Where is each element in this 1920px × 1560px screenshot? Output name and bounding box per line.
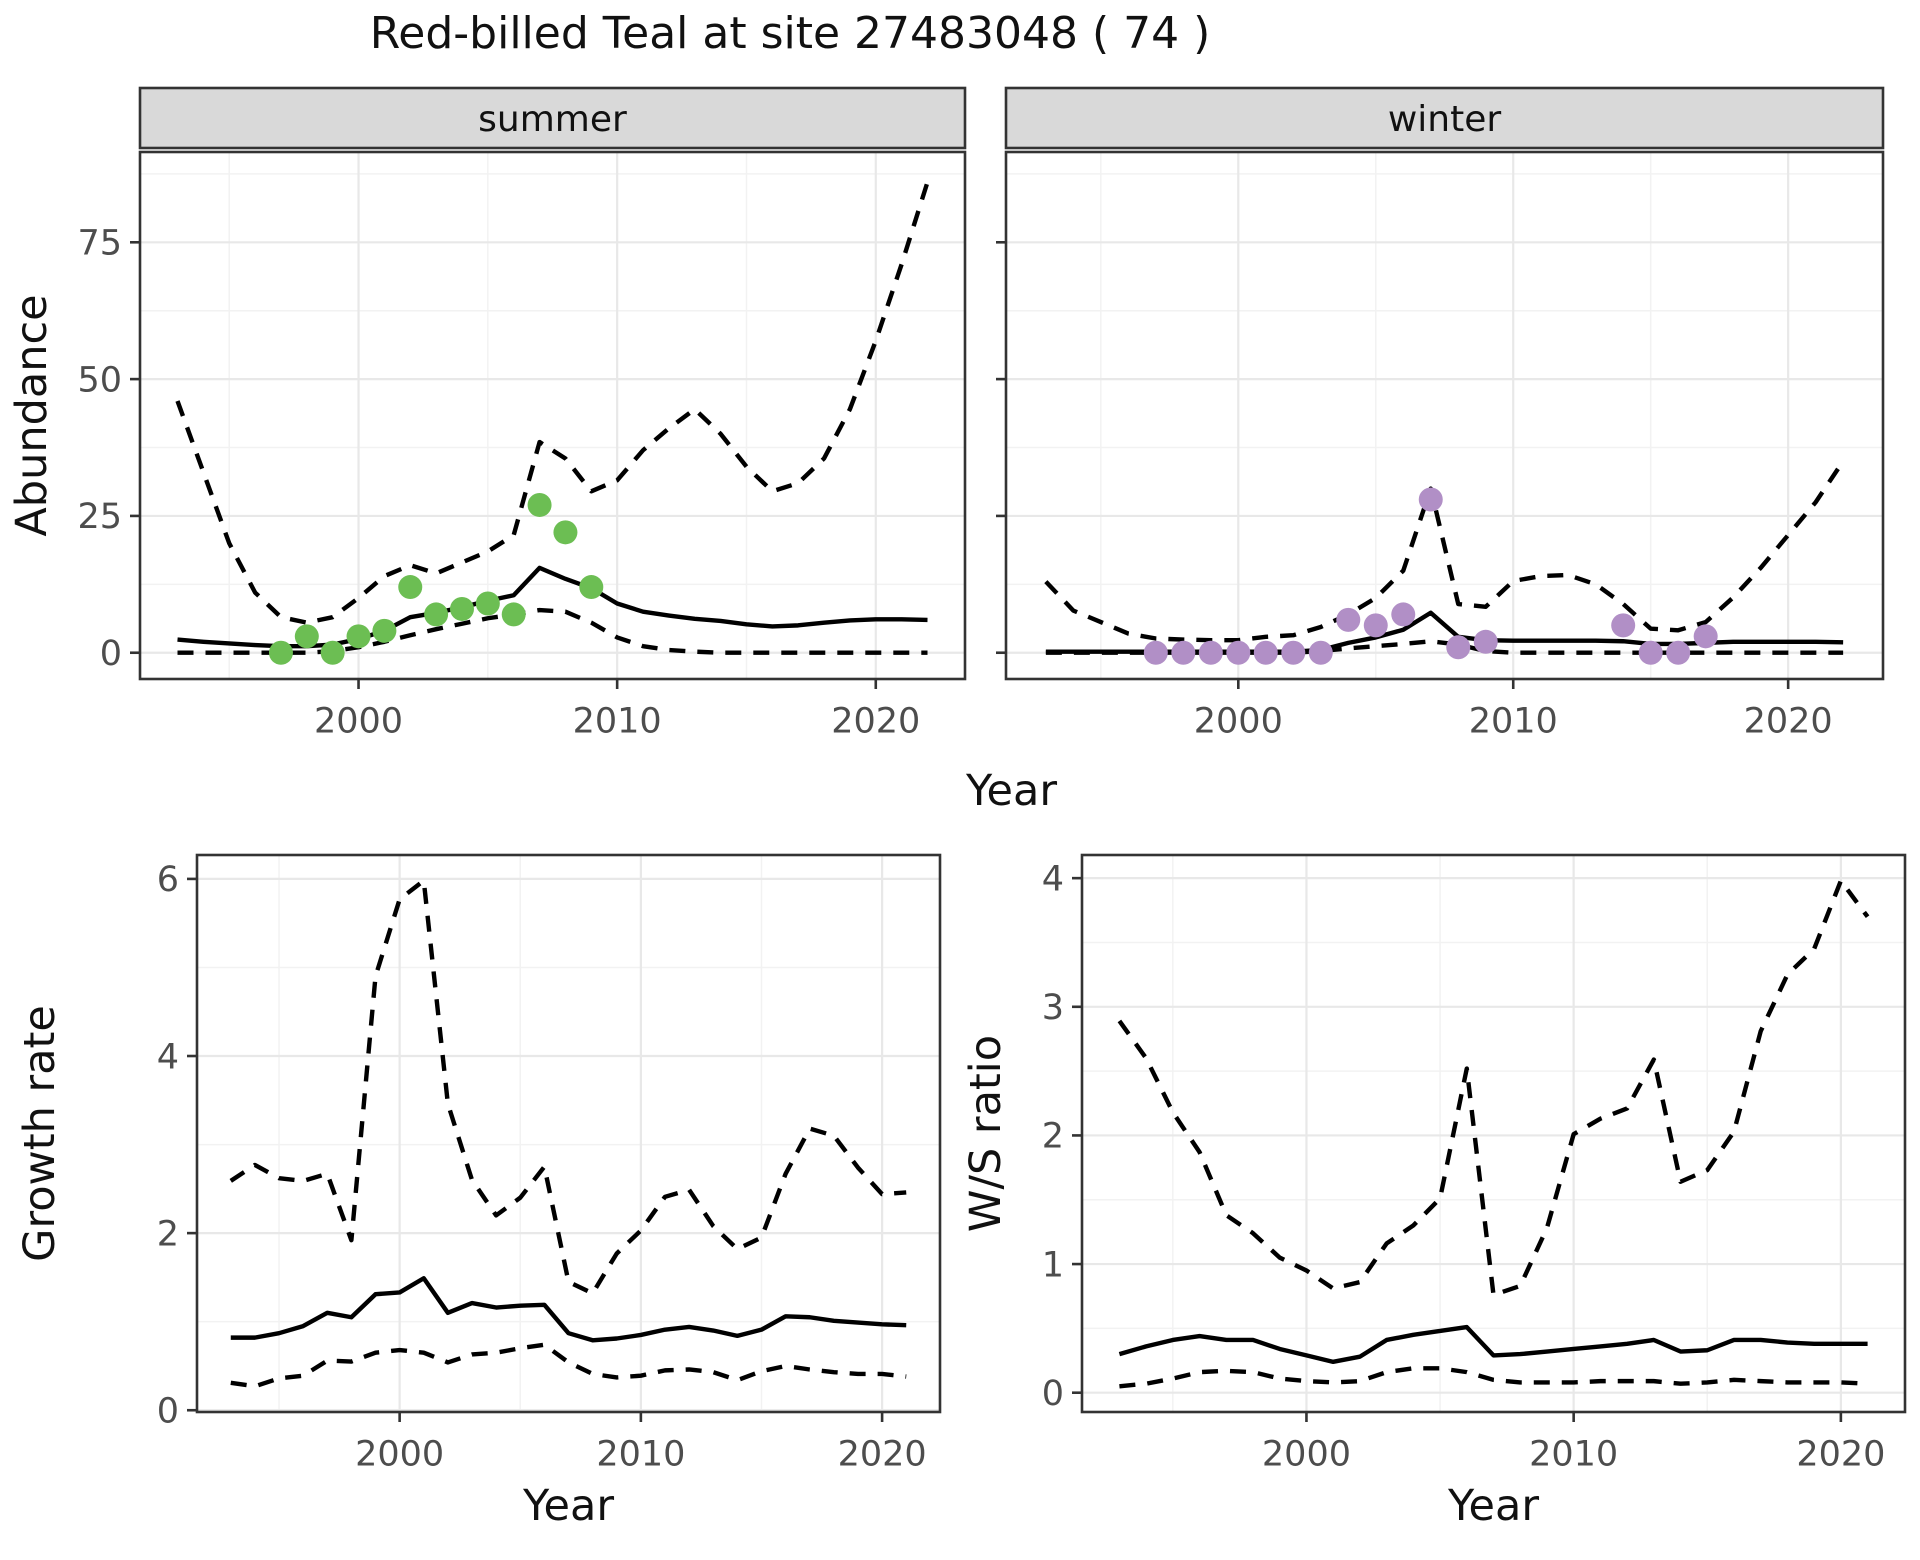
observation-point <box>527 492 552 517</box>
series-group <box>229 878 907 1389</box>
observation-point <box>1418 487 1443 512</box>
x-tick-label: 2010 <box>1469 702 1558 742</box>
observation-point <box>424 602 449 627</box>
observation-point <box>579 575 604 600</box>
observation-point <box>1666 640 1691 665</box>
panel-border <box>1004 150 1885 681</box>
facet-strip <box>1004 86 1885 150</box>
upper-ci-line <box>1044 459 1845 643</box>
observation-point <box>449 596 474 621</box>
observation-point <box>1473 629 1498 654</box>
facet-strip <box>138 86 967 150</box>
observation-points <box>1143 487 1718 665</box>
observation-point <box>320 640 345 665</box>
panel-background <box>1082 855 1905 1412</box>
upper-ci-line <box>229 878 907 1296</box>
x-tick-label: 2020 <box>838 1435 927 1475</box>
y-tick-label: 6 <box>157 860 179 900</box>
y-tick-label: 2 <box>157 1214 179 1254</box>
y-tick-label: 0 <box>157 1391 179 1431</box>
y-tick-label: 4 <box>1042 859 1064 899</box>
observation-point <box>1171 640 1196 665</box>
figure-title: Red-billed Teal at site 27483048 ( 74 ) <box>369 8 1211 59</box>
lower-ci-line <box>1119 1366 1868 1389</box>
observation-point <box>501 602 526 627</box>
observation-point <box>553 520 578 545</box>
y-tick-label: 0 <box>100 634 122 674</box>
observation-point <box>372 618 397 643</box>
y-axis-title: Abundance <box>7 294 57 536</box>
x-axis-title: Year <box>522 1481 614 1531</box>
observation-point <box>1611 613 1636 638</box>
x-tick-label: 2000 <box>1194 702 1283 742</box>
observation-point <box>1226 640 1251 665</box>
y-tick-label: 0 <box>1042 1374 1064 1414</box>
fit-line <box>1118 1324 1868 1365</box>
observation-point <box>398 575 423 600</box>
x-tick-label: 2000 <box>355 1435 444 1475</box>
x-tick-label: 2010 <box>596 1435 685 1475</box>
x-tick-label: 2000 <box>314 702 403 742</box>
x-tick-label: 2010 <box>1529 1435 1618 1475</box>
y-tick-label: 50 <box>77 360 122 400</box>
series-group <box>1044 459 1845 665</box>
x-axis-title: Year <box>1447 1481 1539 1531</box>
observation-point <box>294 624 319 649</box>
observation-points <box>268 492 604 665</box>
series-group <box>175 181 930 665</box>
x-tick-label: 2000 <box>1262 1435 1351 1475</box>
observation-point <box>1281 640 1306 665</box>
panel-border <box>1080 853 1907 1414</box>
y-axis-title: Growth rate <box>15 1005 65 1262</box>
x-tick-label: 2020 <box>1796 1435 1885 1475</box>
y-axis-title: W/S ratio <box>961 1035 1011 1232</box>
y-tick-label: 1 <box>1042 1245 1064 1285</box>
shared-x-axis-title: Year <box>965 766 1058 816</box>
lower-ci-line <box>1045 639 1844 655</box>
lower-ci-line <box>230 1342 907 1389</box>
panel-border <box>138 150 967 681</box>
panel-background <box>140 152 965 679</box>
x-tick-label: 2020 <box>831 702 920 742</box>
facet-strip-label: summer <box>478 99 627 140</box>
observation-point <box>475 591 500 616</box>
y-tick-label: 4 <box>157 1037 179 1077</box>
observation-point <box>1391 602 1416 627</box>
observation-point <box>1446 635 1471 660</box>
observation-point <box>268 640 293 665</box>
observation-point <box>1336 607 1361 632</box>
series-group <box>1117 878 1870 1389</box>
upper-ci-line <box>175 181 930 625</box>
observation-point <box>1638 640 1663 665</box>
y-tick-label: 25 <box>77 497 122 537</box>
observation-point <box>1693 624 1718 649</box>
y-tick-label: 2 <box>1042 1117 1064 1157</box>
lower-ci-line <box>177 607 928 655</box>
y-tick-label: 75 <box>77 224 122 264</box>
facet-strip-label: winter <box>1388 99 1502 140</box>
x-tick-label: 2020 <box>1744 702 1833 742</box>
observation-point <box>1143 640 1168 665</box>
panel-border <box>195 853 942 1414</box>
fit-line <box>230 1276 907 1343</box>
observation-point <box>1253 640 1278 665</box>
observation-point <box>1198 640 1223 665</box>
panel-background <box>1006 152 1883 679</box>
observation-point <box>346 624 371 649</box>
y-tick-label: 3 <box>1042 988 1064 1028</box>
x-tick-label: 2010 <box>573 702 662 742</box>
observation-point <box>1363 613 1388 638</box>
observation-point <box>1308 640 1333 665</box>
